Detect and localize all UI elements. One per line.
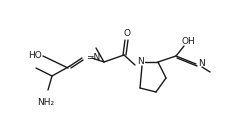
Text: OH: OH	[181, 38, 195, 46]
Text: O: O	[123, 29, 130, 38]
Text: N: N	[137, 57, 143, 66]
Text: NH₂: NH₂	[38, 98, 54, 107]
Text: N: N	[198, 59, 205, 68]
Text: =N: =N	[86, 53, 100, 62]
Text: HO: HO	[28, 51, 42, 59]
